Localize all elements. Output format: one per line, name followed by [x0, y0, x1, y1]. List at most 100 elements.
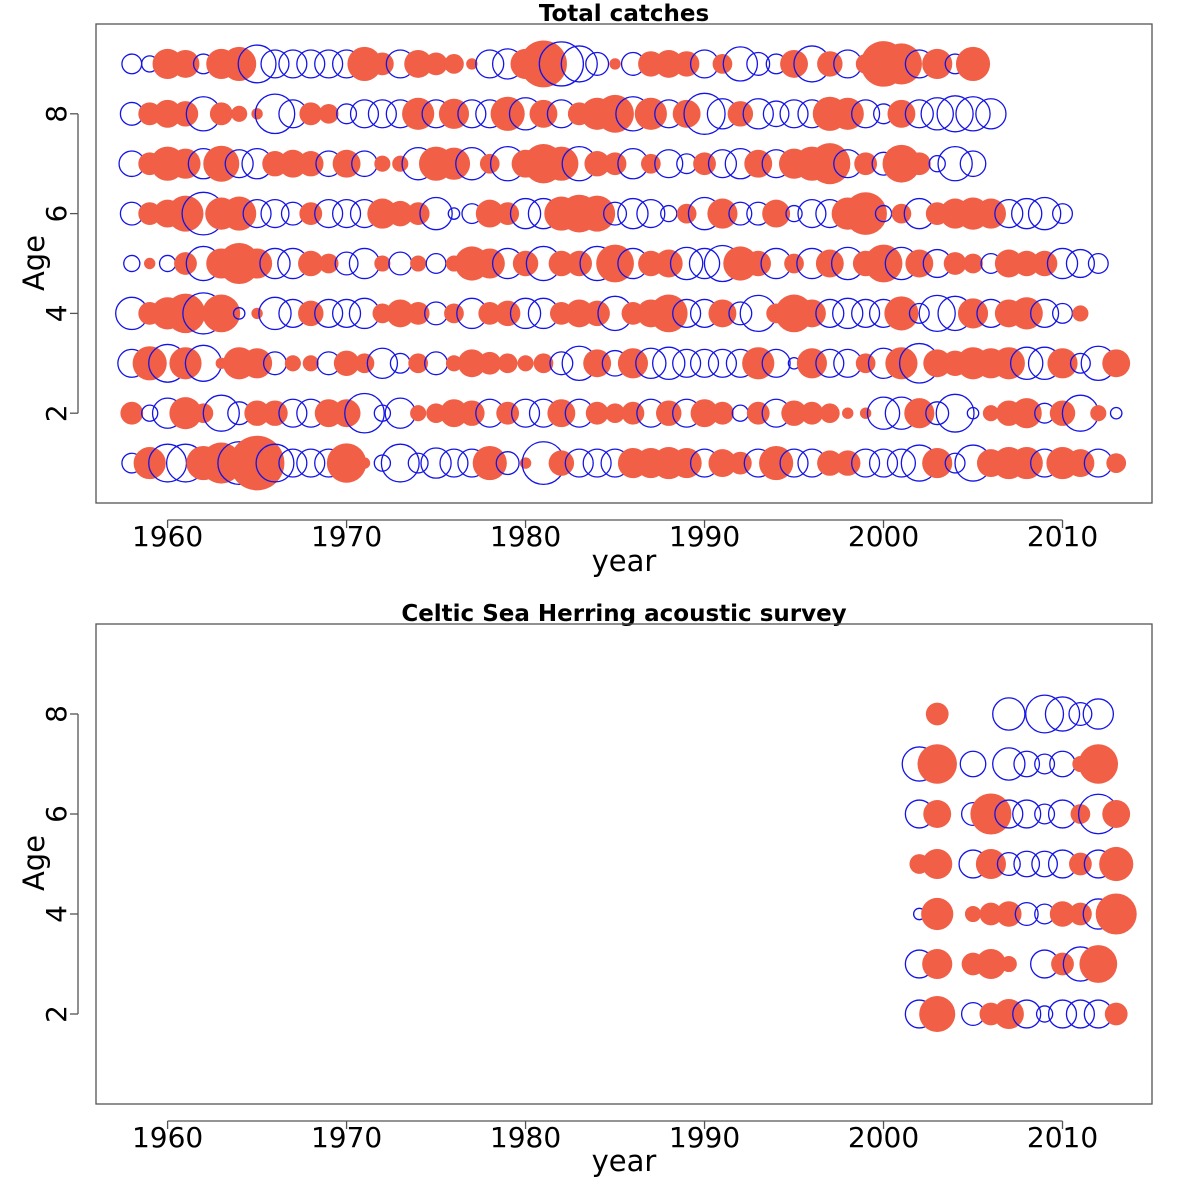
- bubble-point: [1025, 694, 1065, 734]
- bubble-point: [851, 448, 881, 478]
- bubble-point: [935, 393, 975, 433]
- bubble-point: [676, 203, 697, 224]
- bubble-point: [884, 296, 919, 331]
- bubble-point: [975, 198, 1006, 229]
- bubble-point: [437, 147, 471, 180]
- bubble-point: [1031, 850, 1058, 878]
- y-axis: 2 4 6 8: [40, 705, 79, 1023]
- x-tick-label: 1980: [490, 520, 561, 553]
- bubble-point: [672, 348, 702, 378]
- bubble-point: [1082, 698, 1115, 730]
- bubble-point: [707, 348, 738, 378]
- bubble-point: [689, 348, 720, 378]
- bubble-point: [529, 99, 558, 128]
- bubble-point: [605, 403, 625, 424]
- bubble-point: [533, 353, 554, 374]
- bubble-point: [519, 40, 567, 88]
- bubble-point: [673, 51, 700, 77]
- bubble-point: [1013, 850, 1041, 878]
- bubble-point: [1065, 248, 1095, 279]
- bubble-point: [1013, 250, 1040, 277]
- bubble-point: [202, 394, 240, 432]
- bubble-point: [1065, 999, 1095, 1029]
- bubble-point: [1051, 952, 1074, 976]
- bubble-point: [260, 199, 290, 229]
- bubble-point: [314, 199, 344, 229]
- bubble-point: [174, 252, 197, 275]
- bubble-point: [975, 948, 1006, 980]
- bubble-point: [922, 948, 953, 980]
- bubble-point: [908, 302, 930, 324]
- bubble-point: [966, 406, 980, 420]
- bubble-point: [582, 448, 612, 478]
- bubble-point: [479, 153, 500, 174]
- bubble-point: [970, 793, 1012, 835]
- y-tick-label: 2: [40, 404, 73, 422]
- y-tick-label: 4: [40, 304, 73, 322]
- bubble-point: [955, 96, 991, 132]
- bubble-point: [278, 448, 308, 478]
- bubble-point: [654, 49, 683, 78]
- bubble-point: [979, 902, 1003, 926]
- bubble-point: [564, 448, 594, 478]
- bubble-point: [404, 49, 433, 78]
- bubble-point: [1014, 901, 1039, 927]
- bubble-point: [937, 145, 973, 182]
- bubble-point: [636, 199, 666, 229]
- bubble-point: [171, 49, 200, 78]
- bubble-point: [347, 46, 382, 81]
- bubble-point: [1078, 744, 1119, 784]
- bubble-point: [326, 443, 367, 483]
- bubble-point: [144, 257, 156, 270]
- bubble-point: [509, 197, 542, 230]
- bubble-point: [336, 103, 358, 125]
- bubble-point: [244, 400, 270, 426]
- bubble-point: [258, 296, 292, 331]
- bubble-point: [1102, 349, 1131, 378]
- y-tick-label: 4: [40, 905, 73, 923]
- bubble-point: [475, 49, 505, 79]
- bubble-point: [815, 298, 845, 328]
- bubble-point: [425, 252, 447, 275]
- x-tick-label: 1970: [311, 1121, 382, 1154]
- bubble-point: [374, 155, 391, 172]
- bubble-point: [711, 401, 734, 425]
- bubble-point: [496, 401, 520, 425]
- bubble-point: [424, 52, 448, 76]
- bubble-point: [1051, 203, 1074, 225]
- bubble-point: [690, 399, 719, 428]
- panel-title: Celtic Sea Herring acoustic survey: [401, 601, 846, 627]
- bubble-point: [1035, 1005, 1054, 1023]
- bubble-point: [975, 98, 1007, 130]
- bubble-point: [882, 144, 921, 183]
- bubble-point: [779, 99, 809, 129]
- bubble-point: [992, 347, 1025, 380]
- bubble-point: [120, 401, 144, 425]
- bubble-point: [943, 252, 967, 275]
- bubble-point: [919, 996, 956, 1032]
- bubble-point: [370, 52, 394, 76]
- bubble-point: [242, 199, 272, 229]
- bubble-point: [1069, 902, 1092, 926]
- bubble-point: [584, 300, 610, 327]
- bubble-point: [585, 51, 610, 76]
- bubble-point: [815, 249, 844, 278]
- bubble-point: [158, 254, 177, 273]
- bubble-point: [496, 202, 520, 225]
- bubble-point: [170, 148, 201, 179]
- bubble-point: [457, 349, 486, 378]
- bubble-point: [885, 347, 918, 380]
- bubble-point: [963, 253, 983, 274]
- bubble-point: [1066, 449, 1095, 478]
- x-tick-label: 2010: [1027, 520, 1098, 553]
- panel-total-catches: Total catches year Age 1960 1970 1980 1990 2…: [17, 1, 1153, 578]
- bubble-point: [923, 349, 952, 378]
- bubble-point: [438, 98, 470, 129]
- bubble-point: [925, 702, 949, 726]
- bubble-point: [406, 202, 430, 225]
- bubble-point: [334, 251, 359, 276]
- bubble-point: [609, 58, 621, 70]
- bubble-point: [683, 92, 726, 135]
- bubble-point: [1051, 302, 1074, 324]
